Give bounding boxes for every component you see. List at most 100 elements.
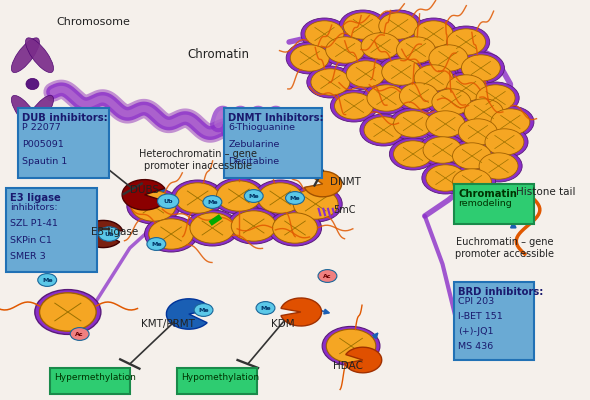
Circle shape [428,86,475,118]
Circle shape [335,93,373,119]
Text: Decitabine: Decitabine [228,157,280,166]
Text: Zebularine: Zebularine [228,140,280,149]
Text: Me: Me [151,242,162,246]
Circle shape [40,293,96,331]
Circle shape [429,45,468,71]
Circle shape [70,328,89,340]
Text: SMER 3: SMER 3 [10,252,46,261]
Circle shape [194,304,213,316]
Circle shape [458,119,497,145]
Circle shape [481,126,528,158]
Wedge shape [122,180,165,210]
Circle shape [414,65,453,91]
Circle shape [442,26,490,58]
Text: 5mC: 5mC [333,205,356,215]
FancyBboxPatch shape [224,108,322,178]
Circle shape [378,56,425,88]
Circle shape [145,216,198,252]
FancyBboxPatch shape [177,368,257,394]
Circle shape [425,42,472,74]
FancyBboxPatch shape [454,184,534,224]
Circle shape [426,111,465,137]
Circle shape [432,89,471,115]
Circle shape [35,290,101,334]
Text: Ub: Ub [104,232,114,236]
FancyBboxPatch shape [6,188,97,272]
Text: Hypermethylation: Hypermethylation [54,373,136,382]
Ellipse shape [25,38,54,72]
Circle shape [394,141,432,167]
Text: Me: Me [248,194,259,198]
Circle shape [318,270,337,282]
Circle shape [447,75,486,101]
Circle shape [379,13,418,39]
Circle shape [360,114,407,146]
Wedge shape [345,347,382,373]
Circle shape [395,80,442,112]
Circle shape [423,137,462,163]
Text: E3 ligase: E3 ligase [91,227,139,237]
Circle shape [305,21,344,47]
Circle shape [322,34,369,66]
Text: DUBS: DUBS [130,185,159,195]
Circle shape [422,108,469,140]
Circle shape [217,181,261,211]
Circle shape [447,29,486,55]
Circle shape [254,180,307,216]
Text: BRD inhibitors:: BRD inhibitors: [458,287,544,297]
Circle shape [149,219,194,249]
Circle shape [464,99,503,125]
Ellipse shape [11,38,40,72]
Circle shape [322,326,380,366]
Circle shape [99,227,120,241]
Circle shape [457,52,504,84]
Circle shape [342,58,389,90]
Circle shape [203,196,222,208]
Text: promoter inaccessible: promoter inaccessible [143,161,252,171]
Circle shape [392,34,440,66]
Text: Hypomethylation: Hypomethylation [181,373,259,382]
Circle shape [410,62,457,94]
Circle shape [38,274,57,286]
Circle shape [487,106,534,138]
Circle shape [346,61,385,87]
Circle shape [364,117,403,143]
Circle shape [448,166,496,198]
Circle shape [475,150,522,182]
Circle shape [286,42,333,74]
Circle shape [289,186,342,222]
Text: Me: Me [260,306,271,310]
Wedge shape [281,298,322,326]
Wedge shape [83,220,123,248]
Circle shape [186,210,239,246]
Circle shape [244,190,263,202]
Circle shape [343,13,382,39]
Text: Ub: Ub [163,199,173,204]
Text: Chromosome: Chromosome [56,17,130,27]
FancyBboxPatch shape [50,368,130,394]
Circle shape [326,329,376,363]
Wedge shape [304,171,342,197]
Circle shape [231,211,276,241]
Circle shape [419,134,466,166]
Circle shape [361,33,400,59]
Text: Me: Me [207,200,218,204]
Text: KDM: KDM [271,319,295,329]
Circle shape [479,153,518,179]
Circle shape [256,302,275,314]
Circle shape [382,59,421,85]
Circle shape [330,90,378,122]
Circle shape [286,192,304,204]
Circle shape [410,18,457,50]
Text: Heterochromatin – gene: Heterochromatin – gene [139,149,257,159]
Circle shape [293,189,338,219]
Circle shape [426,165,465,191]
Circle shape [131,191,176,221]
Circle shape [339,10,386,42]
Circle shape [472,82,519,114]
Circle shape [311,69,350,95]
Text: DUB inhibitors:: DUB inhibitors: [22,113,107,123]
Circle shape [227,208,280,244]
Text: promoter accessible: promoter accessible [455,249,554,259]
Text: I-BET 151: I-BET 151 [458,312,503,321]
